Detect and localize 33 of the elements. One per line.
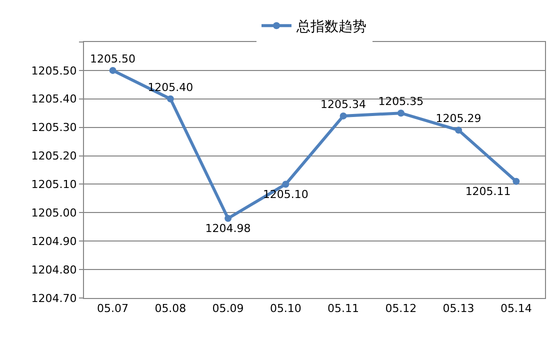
text: 1204.70 bbox=[31, 292, 77, 305]
text: 1204.80 bbox=[31, 263, 77, 276]
point bbox=[455, 126, 462, 134]
point bbox=[282, 180, 290, 188]
point bbox=[512, 178, 520, 185]
point bbox=[166, 95, 174, 102]
data-label: 1205.29 bbox=[436, 112, 482, 126]
x-tick-label: 05.09 bbox=[212, 302, 244, 316]
x-tick-label: 05.11 bbox=[328, 302, 360, 316]
legend-label: 总指数趋势 bbox=[296, 19, 366, 36]
text: 1205.20 bbox=[31, 150, 77, 163]
text: 1204.90 bbox=[31, 234, 77, 248]
data-label: 1205.34 bbox=[320, 98, 366, 111]
text: 1205.30 bbox=[31, 121, 77, 134]
point bbox=[340, 112, 347, 120]
x-tick-label: 05.07 bbox=[97, 302, 129, 316]
data-label: 1205.40 bbox=[148, 80, 194, 94]
point bbox=[224, 214, 232, 222]
point bbox=[109, 66, 116, 74]
text: 1205.40 bbox=[31, 92, 77, 106]
data-label: 1204.98 bbox=[205, 222, 251, 235]
point bbox=[397, 110, 404, 117]
x-tick-label: 05.10 bbox=[270, 302, 302, 316]
text: 1205.10 bbox=[31, 178, 77, 192]
data-label: 1205.50 bbox=[90, 52, 136, 66]
text: 1205.00 bbox=[31, 206, 77, 220]
x-tick-label: 05.08 bbox=[154, 302, 186, 316]
text: 1205.50 bbox=[31, 64, 77, 78]
data-label: 1205.35 bbox=[378, 94, 424, 108]
x-tick-label: 05.14 bbox=[500, 302, 532, 316]
x-tick-label: 05.12 bbox=[385, 302, 417, 316]
data-label: 1205.11 bbox=[465, 185, 511, 198]
x-tick-label: 05.13 bbox=[442, 302, 474, 316]
